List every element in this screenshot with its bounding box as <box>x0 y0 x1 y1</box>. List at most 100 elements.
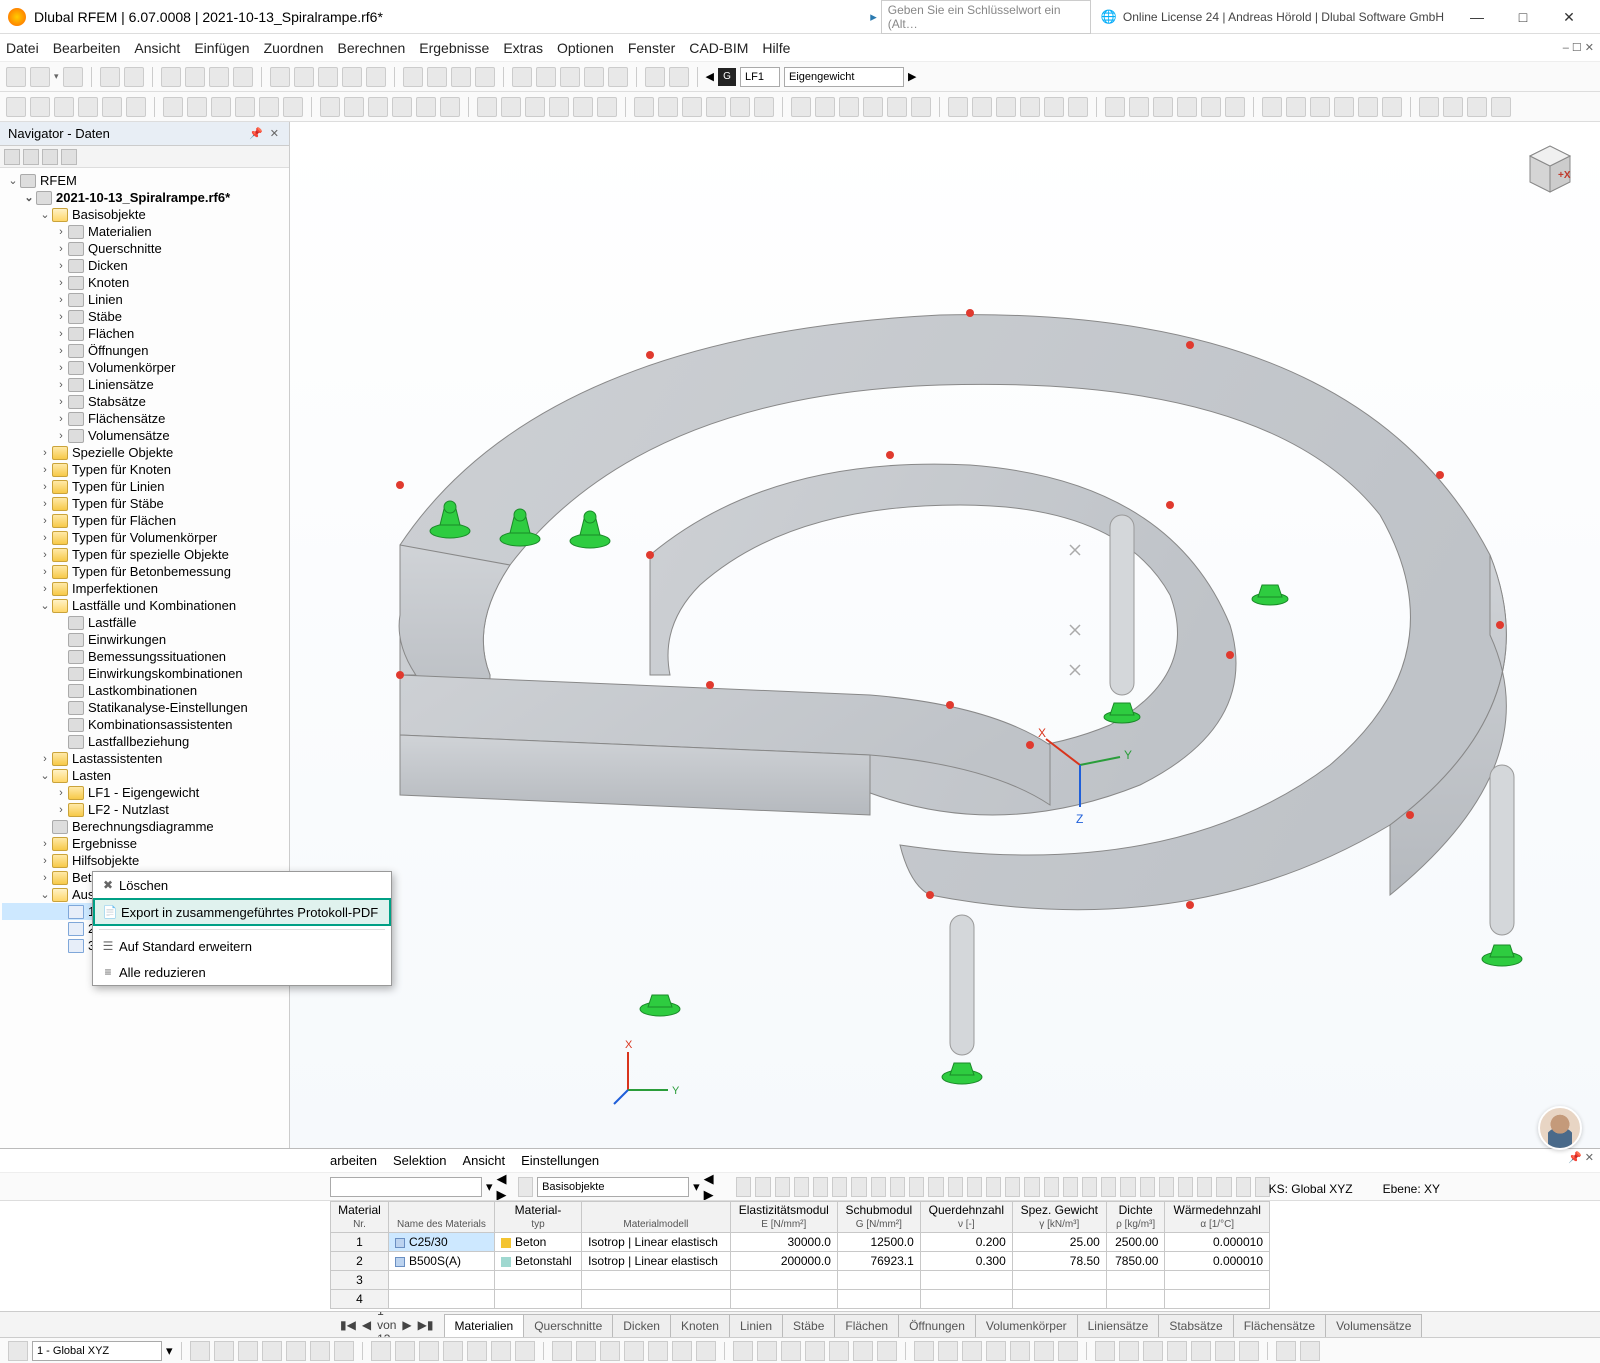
tree-item[interactable]: ⌄Lastfälle und Kombinationen <box>2 597 287 614</box>
tb2-30[interactable] <box>791 97 811 117</box>
maximize-button[interactable]: □ <box>1500 2 1546 32</box>
tb2-14[interactable] <box>368 97 388 117</box>
bt-0[interactable] <box>736 1177 751 1197</box>
bt-18[interactable] <box>1082 1177 1097 1197</box>
tb2-13[interactable] <box>344 97 364 117</box>
bt-drop1[interactable] <box>330 1177 482 1197</box>
tb2-26[interactable] <box>682 97 702 117</box>
bt-5[interactable] <box>832 1177 847 1197</box>
tree-item[interactable]: ›Lastassistenten <box>2 750 287 767</box>
tb2-22[interactable] <box>573 97 593 117</box>
tree-item[interactable]: ⌄Lasten <box>2 767 287 784</box>
tb-11[interactable] <box>318 67 338 87</box>
support-avatar[interactable] <box>1538 1106 1582 1150</box>
tree-item[interactable]: ›Stäbe <box>2 308 287 325</box>
tree-item[interactable]: Bemessungssituationen <box>2 648 287 665</box>
loadcase-id-input[interactable] <box>740 67 780 87</box>
tb2-34[interactable] <box>887 97 907 117</box>
sb-23[interactable] <box>757 1341 777 1361</box>
sb-34[interactable] <box>1034 1341 1054 1361</box>
tree-item[interactable]: Lastfälle <box>2 614 287 631</box>
tb2-16[interactable] <box>416 97 436 117</box>
tree-item[interactable]: ›Flächensätze <box>2 410 287 427</box>
sb-36[interactable] <box>1095 1341 1115 1361</box>
nb2[interactable] <box>23 149 39 165</box>
sb-27[interactable] <box>853 1341 873 1361</box>
sb-32[interactable] <box>986 1341 1006 1361</box>
sb-44[interactable] <box>1300 1341 1320 1361</box>
tb2-28[interactable] <box>730 97 750 117</box>
tree-item[interactable]: ›Typen für Betonbemessung <box>2 563 287 580</box>
menu-fenster[interactable]: Fenster <box>628 40 675 56</box>
tree-item[interactable]: ›Knoten <box>2 274 287 291</box>
bt-20[interactable] <box>1120 1177 1135 1197</box>
sb-2[interactable] <box>214 1341 234 1361</box>
menu-hilfe[interactable]: Hilfe <box>762 40 790 56</box>
sb-6[interactable] <box>310 1341 330 1361</box>
tb2-24[interactable] <box>634 97 654 117</box>
sb-12[interactable] <box>467 1341 487 1361</box>
bt-15[interactable] <box>1024 1177 1039 1197</box>
tb2-41[interactable] <box>1068 97 1088 117</box>
tree-item[interactable]: ›Typen für Linien <box>2 478 287 495</box>
minimize-button[interactable]: — <box>1454 2 1500 32</box>
tb2-53[interactable] <box>1382 97 1402 117</box>
tb2-3[interactable] <box>78 97 98 117</box>
cm-expand[interactable]: ☰Auf Standard erweitern <box>93 933 391 959</box>
menu-ansicht[interactable]: Ansicht <box>134 40 180 56</box>
tb2-17[interactable] <box>440 97 460 117</box>
tb2-45[interactable] <box>1177 97 1197 117</box>
tb2-23[interactable] <box>597 97 617 117</box>
loadcase-name-input[interactable] <box>784 67 904 87</box>
tb2-6[interactable] <box>163 97 183 117</box>
tb2-0[interactable] <box>6 97 26 117</box>
menu-berechnen[interactable]: Berechnen <box>338 40 406 56</box>
tb-13[interactable] <box>366 67 386 87</box>
sb-20[interactable] <box>672 1341 692 1361</box>
tab-liniensätze[interactable]: Liniensätze <box>1077 1314 1160 1337</box>
bottom-panel-controls[interactable]: 📌 ✕ <box>1568 1151 1594 1164</box>
sb-13[interactable] <box>491 1341 511 1361</box>
keyword-search-input[interactable]: Geben Sie ein Schlüsselwort ein (Alt… <box>881 0 1091 34</box>
tab-flächen[interactable]: Flächen <box>834 1314 899 1337</box>
tb2-57[interactable] <box>1491 97 1511 117</box>
bt-25[interactable] <box>1216 1177 1231 1197</box>
tb-16[interactable] <box>451 67 471 87</box>
bt-12[interactable] <box>967 1177 982 1197</box>
tree-item[interactable]: ›Volumenkörper <box>2 359 287 376</box>
tree-item[interactable]: Lastkombinationen <box>2 682 287 699</box>
sb-1[interactable] <box>190 1341 210 1361</box>
tree-item[interactable]: ›Imperfektionen <box>2 580 287 597</box>
tree-item[interactable]: Statikanalyse-Einstellungen <box>2 699 287 716</box>
bt-1[interactable] <box>755 1177 770 1197</box>
tb-14[interactable] <box>403 67 423 87</box>
tb2-55[interactable] <box>1443 97 1463 117</box>
tb2-49[interactable] <box>1286 97 1306 117</box>
bt-10[interactable] <box>928 1177 943 1197</box>
tb-17[interactable] <box>475 67 495 87</box>
tree-item[interactable]: ›Ergebnisse <box>2 835 287 852</box>
tb2-19[interactable] <box>501 97 521 117</box>
sb-30[interactable] <box>938 1341 958 1361</box>
tb2-1[interactable] <box>30 97 50 117</box>
tb2-46[interactable] <box>1201 97 1221 117</box>
bm-1[interactable]: Selektion <box>393 1153 446 1168</box>
tb-undo[interactable] <box>100 67 120 87</box>
tb2-29[interactable] <box>754 97 774 117</box>
tab-volumenkörper[interactable]: Volumenkörper <box>975 1314 1078 1337</box>
tb2-35[interactable] <box>911 97 931 117</box>
tb2-9[interactable] <box>235 97 255 117</box>
menu-zuordnen[interactable]: Zuordnen <box>264 40 324 56</box>
tb2-54[interactable] <box>1419 97 1439 117</box>
sb-28[interactable] <box>877 1341 897 1361</box>
tb-5[interactable] <box>161 67 181 87</box>
tree-item[interactable]: ›Dicken <box>2 257 287 274</box>
bt-22[interactable] <box>1159 1177 1174 1197</box>
tb-8[interactable] <box>233 67 253 87</box>
sb-25[interactable] <box>805 1341 825 1361</box>
sb-0[interactable] <box>8 1341 28 1361</box>
sb-17[interactable] <box>600 1341 620 1361</box>
cm-collapse[interactable]: ≡Alle reduzieren <box>93 959 391 985</box>
tb2-39[interactable] <box>1020 97 1040 117</box>
tree-item[interactable]: Einwirkungskombinationen <box>2 665 287 682</box>
